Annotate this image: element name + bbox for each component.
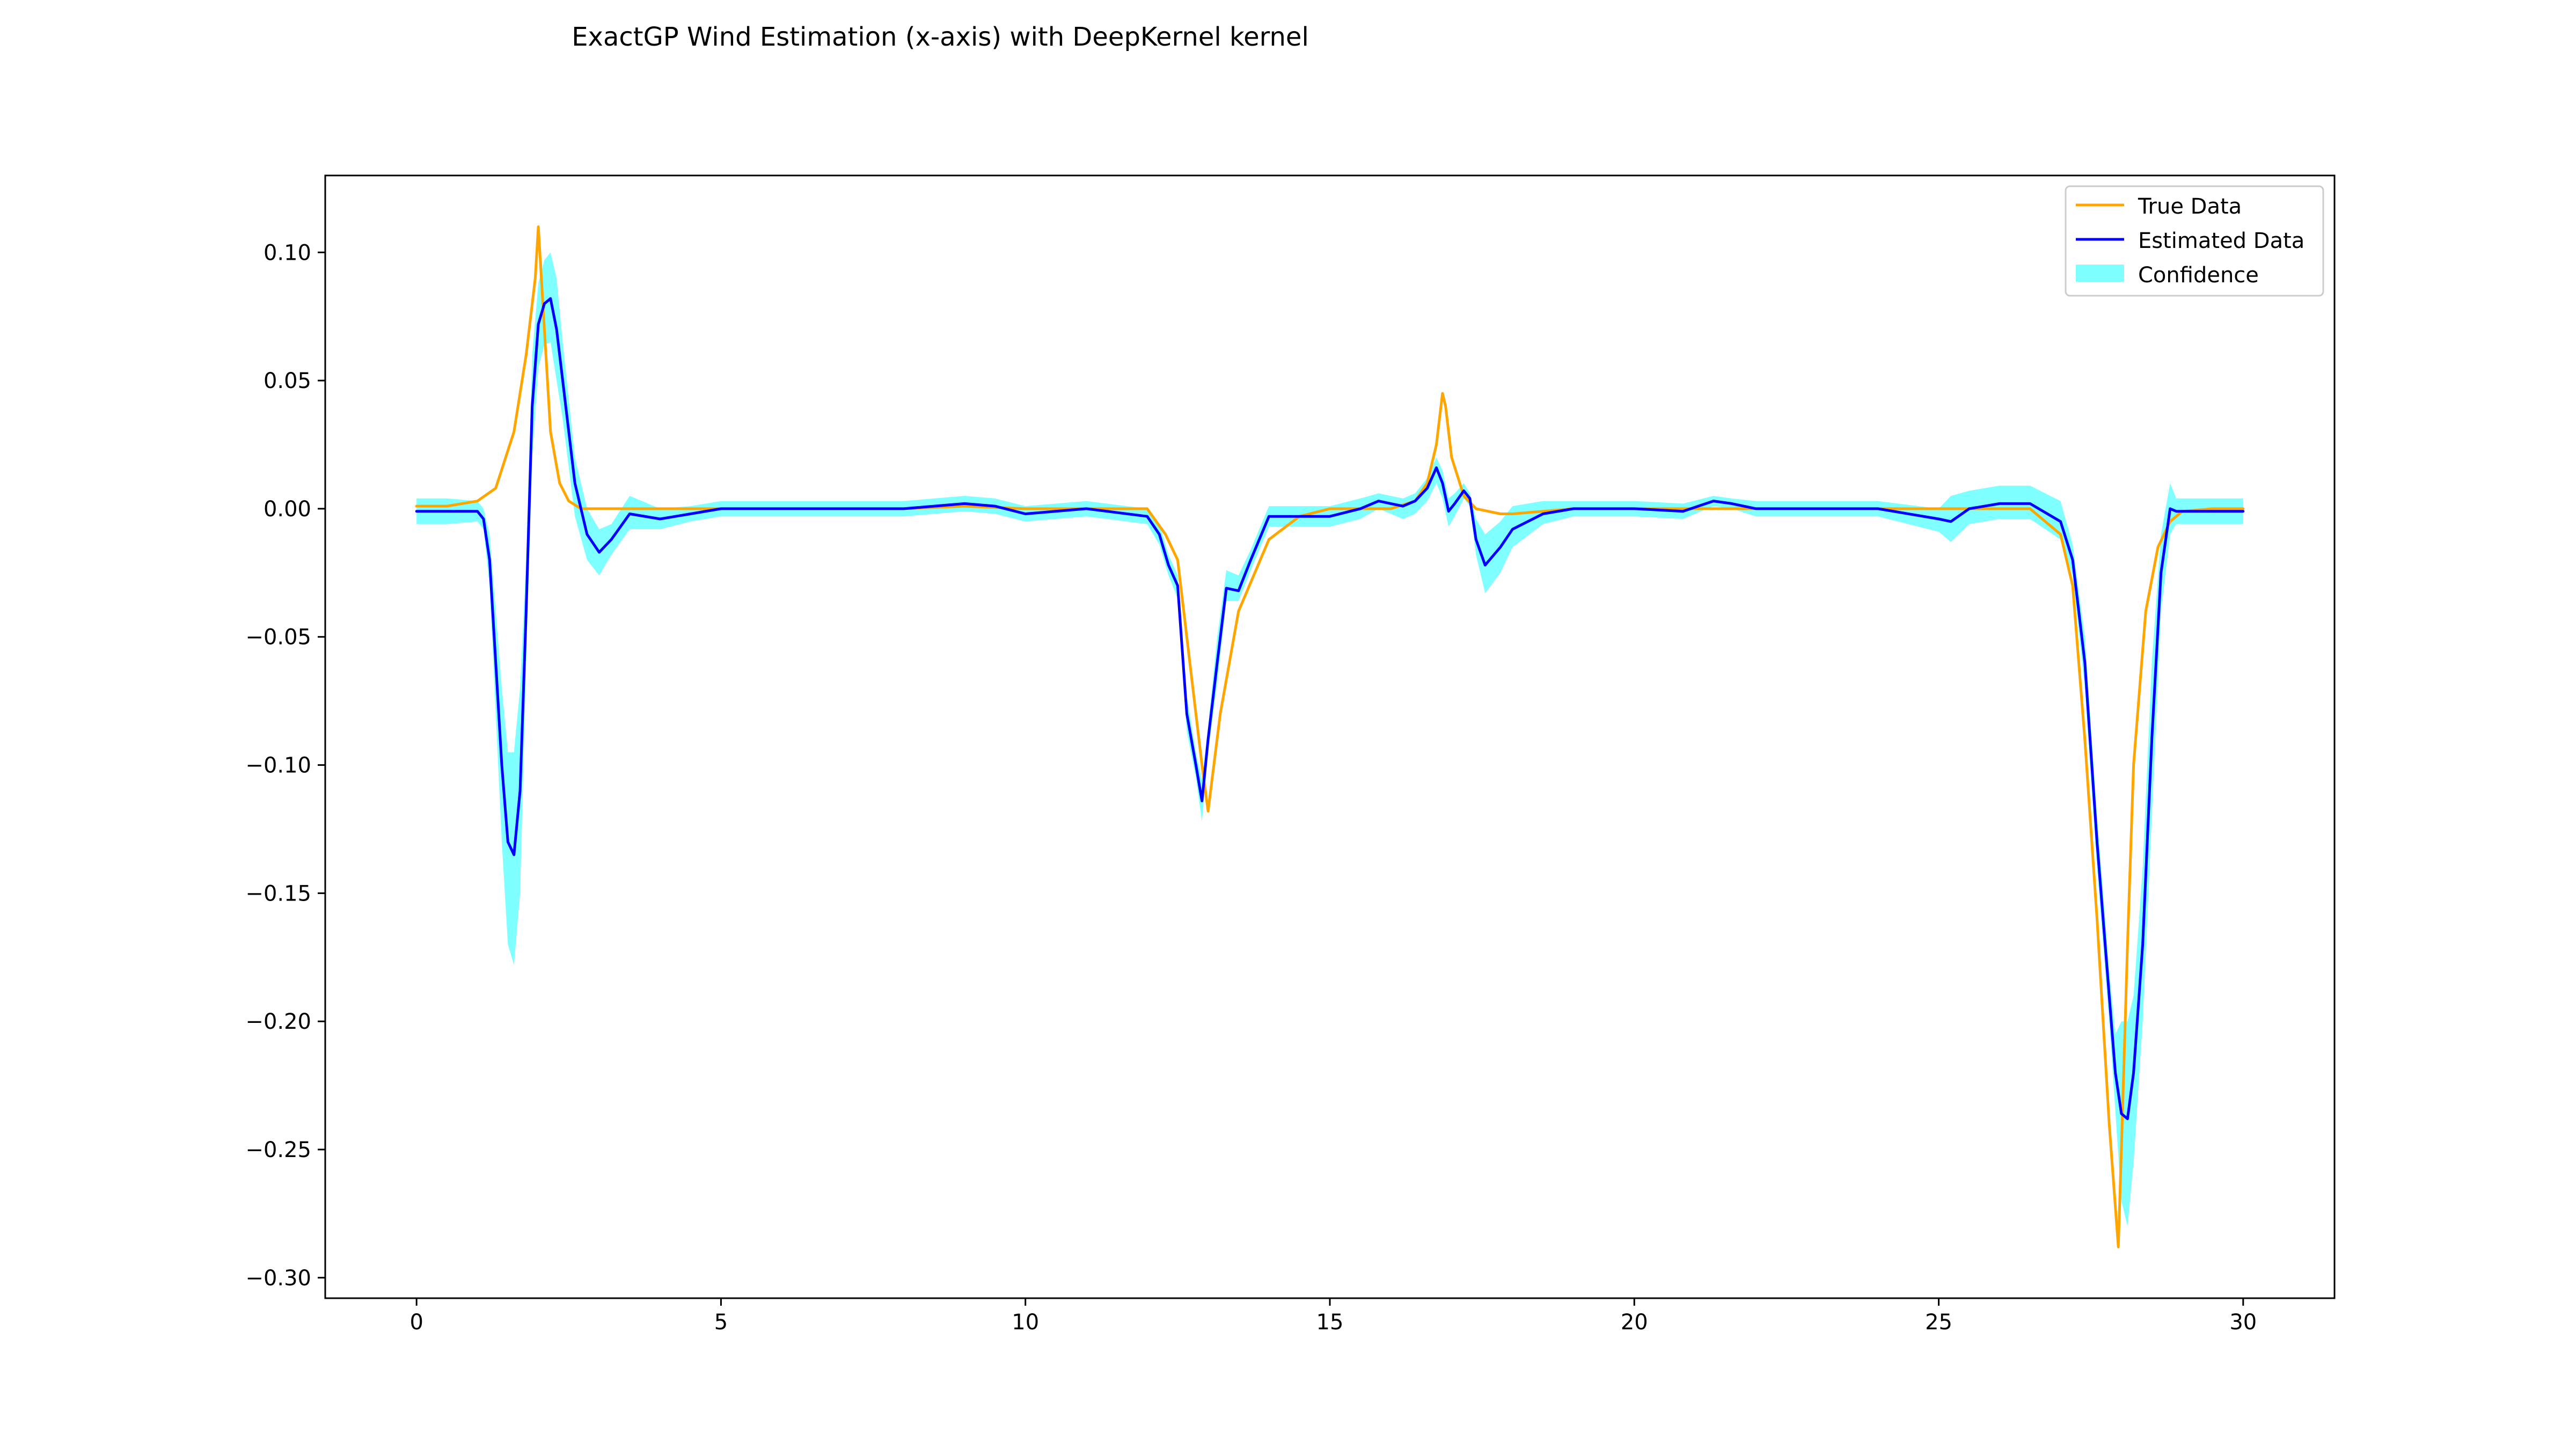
x-tick-label: 25 xyxy=(1925,1310,1952,1335)
y-tick-label: −0.10 xyxy=(245,753,311,778)
x-axis: 0 5 10 15 20 25 30 xyxy=(409,1298,2257,1335)
legend-item-confidence: Confidence xyxy=(2076,263,2259,288)
y-tick-label: 0.05 xyxy=(264,369,311,393)
series-line-layer xyxy=(415,225,2245,1248)
legend-label-true-data: True Data xyxy=(2138,194,2242,219)
y-tick-label: −0.20 xyxy=(245,1009,311,1034)
y-axis: 0.10 0.05 0.00 −0.05 −0.10 −0.15 −0.20 −0.25 −0.… xyxy=(245,240,325,1291)
y-tick-label: 0.00 xyxy=(264,497,311,522)
legend: True Data Estimated Data Confidence xyxy=(2065,185,2324,297)
legend-frame xyxy=(2065,185,2324,297)
series-line-estimated-data xyxy=(415,297,2245,1121)
x-tick-label: 30 xyxy=(2229,1310,2257,1335)
legend-label-confidence: Confidence xyxy=(2138,263,2259,288)
y-tick-label: −0.15 xyxy=(245,881,311,906)
y-tick-label: −0.05 xyxy=(245,625,311,650)
y-tick-label: −0.25 xyxy=(245,1138,311,1162)
x-tick-label: 0 xyxy=(409,1310,423,1335)
legend-label-estimated-data: Estimated Data xyxy=(2138,229,2304,253)
x-tick-label: 5 xyxy=(714,1310,728,1335)
x-tick-label: 20 xyxy=(1621,1310,1648,1335)
y-tick-label: 0.10 xyxy=(264,240,311,265)
x-tick-label: 15 xyxy=(1316,1310,1344,1335)
legend-item-true-data: True Data xyxy=(2076,194,2242,219)
x-tick-label: 10 xyxy=(1012,1310,1039,1335)
legend-swatch-confidence xyxy=(2076,265,2124,282)
chart-title: ExactGP Wind Estimation (x-axis) with De… xyxy=(572,22,1309,52)
series-line-true-data xyxy=(415,225,2245,1248)
y-tick-label: −0.30 xyxy=(245,1266,311,1291)
legend-item-estimated-data: Estimated Data xyxy=(2076,229,2304,253)
